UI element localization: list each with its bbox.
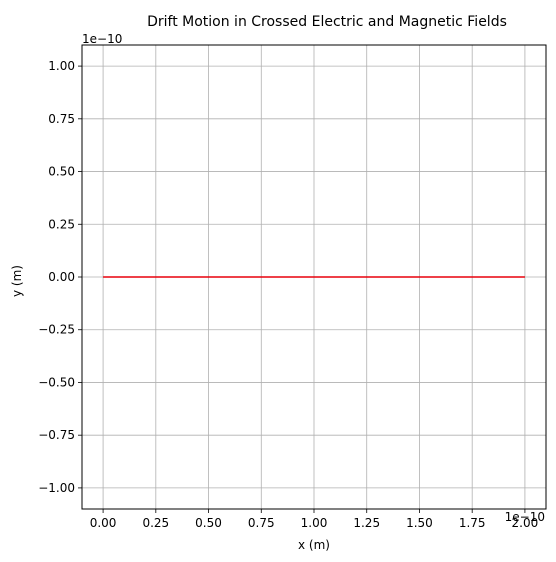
x-tick-label: 1.50	[406, 516, 433, 530]
y-tick-label: −1.00	[38, 481, 75, 495]
x-tick-label: 1.25	[353, 516, 380, 530]
x-tick-label: 0.50	[195, 516, 222, 530]
x-tick-label: 1.00	[301, 516, 328, 530]
chart-title: Drift Motion in Crossed Electric and Mag…	[147, 14, 507, 30]
x-tick-label: 0.75	[248, 516, 275, 530]
y-tick-label: 0.50	[48, 165, 75, 179]
x-tick-label: 1.75	[459, 516, 486, 530]
y-tick-label: 0.00	[48, 270, 75, 284]
y-axis-label: y (m)	[10, 265, 24, 297]
y-offset-text: 1e−10	[82, 32, 122, 46]
x-axis-label: x (m)	[298, 538, 330, 552]
x-axis: 0.00 0.25 0.50 0.75 1.00 1.25 1.50 1.75 2.00	[90, 509, 539, 530]
y-tick-label: −0.50	[38, 375, 75, 389]
x-tick-label: 0.00	[90, 516, 117, 530]
y-axis: 1.00 0.75 0.50 0.25 0.00 −0.25 −0.50 −0.75 −1.00	[38, 59, 82, 495]
y-tick-label: 0.25	[48, 217, 75, 231]
y-tick-label: 0.75	[48, 112, 75, 126]
x-offset-text: 1e−10	[505, 510, 545, 524]
y-tick-label: −0.75	[38, 428, 75, 442]
x-tick-label: 2.00	[512, 516, 539, 530]
y-tick-label: −0.25	[38, 323, 75, 337]
y-tick-label: 1.00	[48, 59, 75, 73]
x-tick-label: 0.25	[142, 516, 169, 530]
